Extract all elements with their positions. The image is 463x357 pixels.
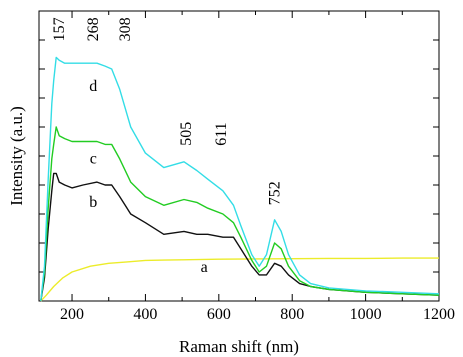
peak-label-505: 505 — [178, 122, 195, 146]
peak-label-308: 308 — [117, 17, 134, 41]
annotation-layer: a b c d 157 268 308 505 611 752 — [51, 17, 283, 276]
x-axis-label: Raman shift (nm) — [179, 337, 299, 356]
curve-label-a: a — [201, 259, 208, 276]
series-line-d — [40, 56, 440, 302]
series-line-c — [40, 126, 440, 302]
x-tick-label: 200 — [60, 306, 84, 323]
x-tick-label: 800 — [280, 306, 304, 323]
peak-label-752: 752 — [267, 181, 284, 205]
y-axis-label: Intensity (a.u.) — [7, 106, 26, 206]
series-layer — [40, 56, 440, 302]
x-tick-label: 1000 — [350, 306, 382, 323]
x-tick-label: 600 — [207, 306, 231, 323]
peak-label-268: 268 — [85, 17, 102, 41]
plot-frame — [38, 10, 440, 302]
peak-label-157: 157 — [51, 17, 68, 41]
series-line-b — [40, 172, 440, 302]
x-tick-label: 1200 — [423, 306, 455, 323]
ticks-layer: 200 400 600 800 1000 1200 — [39, 11, 455, 323]
x-tick-label: 400 — [133, 306, 157, 323]
curve-label-b: b — [89, 194, 97, 211]
series-line-a — [40, 257, 439, 302]
curve-label-d: d — [89, 78, 97, 95]
peak-label-611: 611 — [213, 122, 230, 145]
curve-label-c: c — [90, 150, 97, 167]
